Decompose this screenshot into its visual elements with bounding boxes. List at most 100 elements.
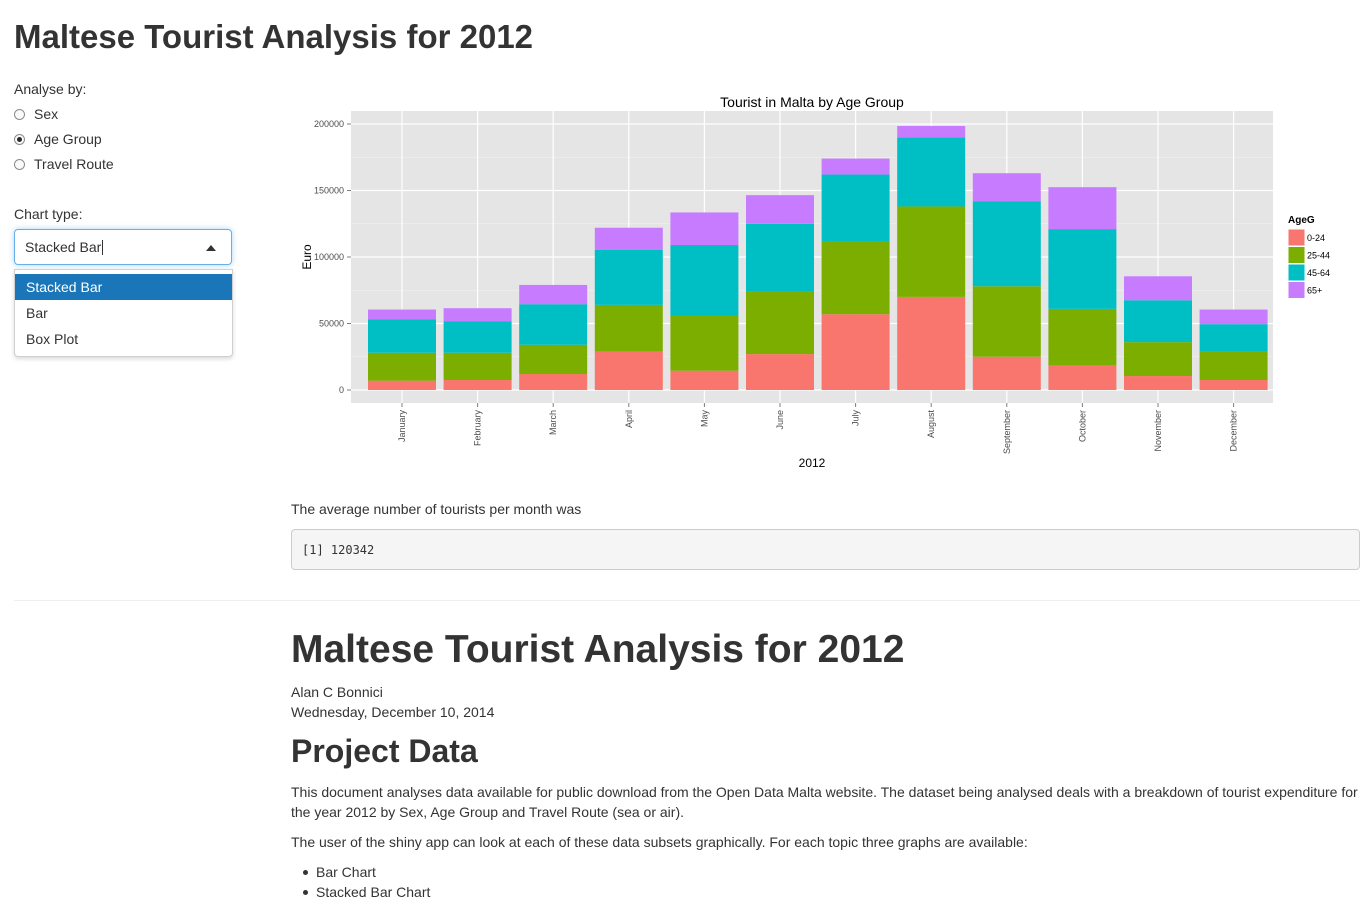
x-axis: January February March April May June July Augu… bbox=[397, 403, 1239, 454]
bar-segment bbox=[746, 223, 814, 292]
y-axis-title: Euro bbox=[300, 244, 314, 270]
bar-segment bbox=[1124, 342, 1192, 377]
radio-label: Sex bbox=[34, 106, 59, 122]
paragraph-intro: This document analyses data available fo… bbox=[291, 784, 1358, 820]
bar-segment bbox=[897, 296, 966, 390]
x-tick-label: March bbox=[548, 410, 558, 435]
x-tick-label: February bbox=[473, 410, 483, 447]
chart-type-dropdown: Stacked Bar Bar Box Plot bbox=[14, 269, 233, 357]
bar-segment bbox=[972, 286, 1041, 357]
bar-segment bbox=[821, 158, 890, 175]
bar-segment bbox=[519, 304, 588, 345]
bar-segment bbox=[897, 206, 966, 297]
bar-segment bbox=[594, 351, 663, 390]
radio-label: Age Group bbox=[34, 131, 102, 147]
bar-segment bbox=[368, 380, 436, 390]
bar-segment bbox=[670, 315, 739, 371]
radio-button-icon[interactable] bbox=[14, 158, 25, 170]
x-tick-label: April bbox=[624, 410, 634, 428]
bars-group bbox=[368, 125, 1268, 390]
divider bbox=[14, 600, 1360, 601]
bar-segment bbox=[594, 227, 663, 250]
bar-segment bbox=[670, 245, 739, 316]
y-tick-label: 150000 bbox=[314, 186, 344, 196]
section-title: Project Data bbox=[291, 733, 478, 769]
bar-segment bbox=[821, 174, 890, 242]
bar-segment bbox=[1124, 300, 1192, 343]
bar-segment bbox=[443, 380, 512, 390]
bar-segment bbox=[897, 125, 966, 138]
bar-segment bbox=[519, 374, 588, 390]
chevron-up-icon[interactable] bbox=[206, 245, 216, 251]
radio-button-checked-icon[interactable] bbox=[14, 133, 25, 145]
y-axis: 0 50000 100000 150000 200000 bbox=[314, 119, 351, 395]
legend-label: 65+ bbox=[1307, 286, 1322, 296]
radio-travel-route[interactable]: Travel Route bbox=[14, 154, 114, 174]
legend-title: AgeG bbox=[1288, 215, 1315, 226]
bar-segment bbox=[972, 356, 1041, 390]
bar-segment bbox=[821, 314, 890, 390]
legend-swatch bbox=[1287, 281, 1306, 299]
dropdown-option-stacked-bar[interactable]: Stacked Bar bbox=[15, 274, 232, 300]
bar-segment bbox=[519, 284, 588, 305]
bar-segment bbox=[368, 319, 436, 353]
radio-sex[interactable]: Sex bbox=[14, 104, 58, 124]
y-tick-label: 100000 bbox=[314, 252, 344, 262]
bar-segment bbox=[1199, 351, 1268, 381]
doc-date: Wednesday, December 10, 2014 bbox=[291, 704, 495, 720]
x-axis-title: 2012 bbox=[799, 456, 826, 470]
bar-segment bbox=[1048, 365, 1117, 390]
bar-segment bbox=[746, 195, 814, 224]
dropdown-option-bar[interactable]: Bar bbox=[26, 305, 48, 321]
graph-list: Bar Chart Stacked Bar Chart bbox=[291, 862, 430, 902]
x-tick-label: October bbox=[1077, 410, 1087, 442]
bar-segment bbox=[368, 352, 436, 381]
chart-type-select[interactable]: Stacked Bar bbox=[14, 229, 232, 265]
bar-segment bbox=[594, 249, 663, 305]
bar-segment bbox=[972, 173, 1041, 202]
radio-button-icon[interactable] bbox=[14, 108, 25, 120]
bar-segment bbox=[1048, 229, 1117, 309]
bar-segment bbox=[594, 304, 663, 352]
bar-segment bbox=[443, 352, 512, 381]
bar-segment bbox=[1199, 324, 1268, 352]
chart-title: Tourist in Malta by Age Group bbox=[720, 94, 904, 110]
bar-segment bbox=[897, 137, 966, 207]
text-cursor bbox=[102, 239, 104, 255]
bar-segment bbox=[519, 344, 588, 375]
legend-swatch bbox=[1287, 228, 1306, 247]
legend-label: 25-44 bbox=[1307, 251, 1330, 261]
x-tick-label: July bbox=[851, 410, 861, 427]
paragraph-graphs: The user of the shiny app can look at ea… bbox=[291, 834, 1028, 850]
y-tick-label: 50000 bbox=[319, 319, 344, 329]
list-item: Stacked Bar Chart bbox=[291, 882, 430, 902]
x-tick-label: June bbox=[775, 410, 785, 430]
bar-segment bbox=[1124, 376, 1192, 390]
y-tick-label: 0 bbox=[339, 385, 344, 395]
average-text: The average number of tourists per month… bbox=[291, 501, 582, 517]
chart-type-label: Chart type: bbox=[14, 206, 83, 222]
legend-swatch bbox=[1287, 263, 1306, 282]
bar-segment bbox=[670, 212, 739, 246]
dropdown-option-box-plot[interactable]: Box Plot bbox=[26, 331, 79, 347]
age-group-chart: Tourist in Malta by Age Group 0 50000 1000… bbox=[291, 88, 1371, 478]
bar-segment bbox=[1124, 276, 1192, 301]
chart-type-select-value: Stacked Bar bbox=[25, 239, 102, 255]
bar-segment bbox=[821, 241, 890, 315]
bar-segment bbox=[972, 201, 1041, 287]
legend-swatch bbox=[1287, 246, 1306, 264]
bar-segment bbox=[1199, 380, 1268, 390]
bar-segment bbox=[443, 321, 512, 353]
bar-segment bbox=[368, 309, 436, 320]
page-title: Maltese Tourist Analysis for 2012 bbox=[14, 18, 534, 55]
radio-age-group[interactable]: Age Group bbox=[14, 129, 102, 149]
bar-segment bbox=[746, 291, 814, 355]
bar-segment bbox=[746, 354, 814, 390]
legend: AgeG 0-24 25-44 45-64 65+ bbox=[1287, 215, 1330, 299]
analyse-by-label: Analyse by: bbox=[14, 81, 87, 97]
average-output: [1] 120342 bbox=[291, 529, 1360, 570]
bar-segment bbox=[443, 308, 512, 322]
bar-segment bbox=[1048, 187, 1117, 230]
doc-author: Alan C Bonnici bbox=[291, 684, 383, 700]
x-tick-label: August bbox=[926, 410, 936, 439]
